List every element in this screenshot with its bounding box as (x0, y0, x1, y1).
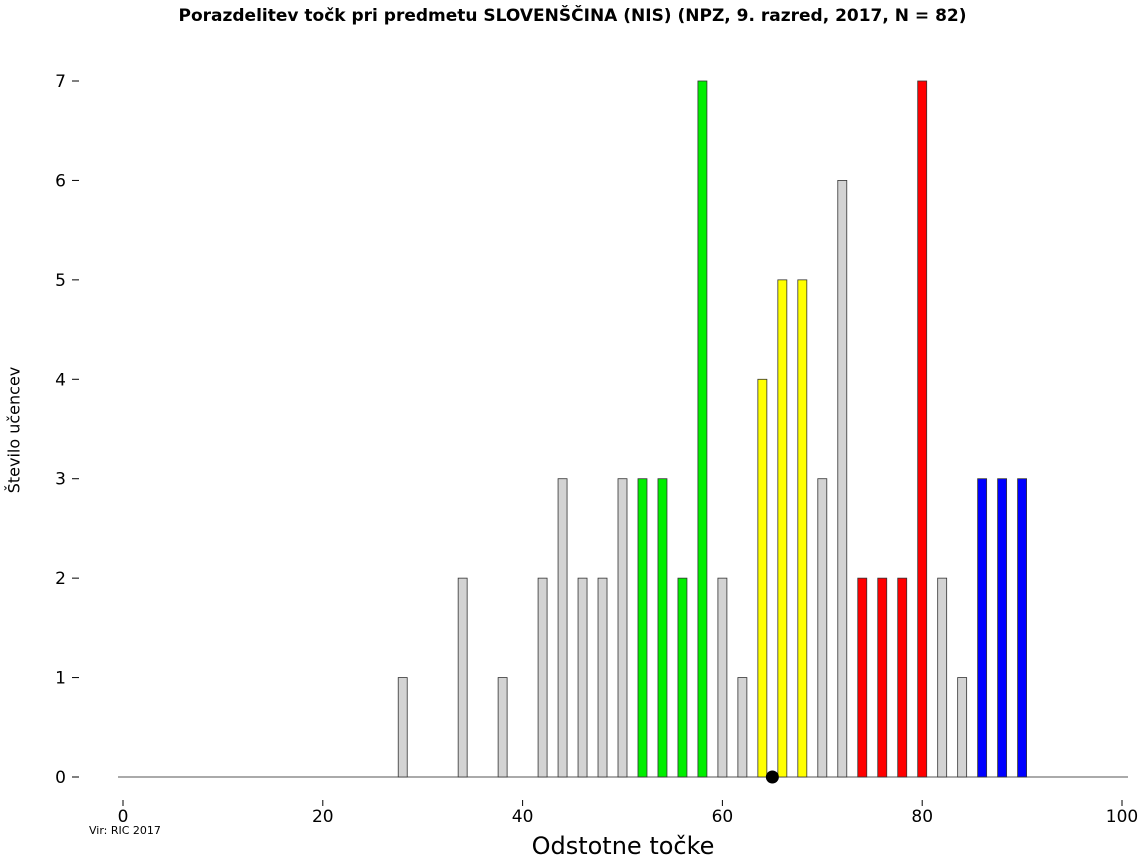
x-tick-label: 0 (118, 807, 129, 827)
bar (997, 478, 1008, 778)
x-axis-label: Odstotne točke (531, 832, 715, 860)
x-tick-label: 100 (1106, 807, 1138, 827)
x-tick-label: 80 (911, 807, 933, 827)
bar (497, 677, 508, 778)
markers (765, 770, 779, 784)
y-tick-label: 7 (55, 72, 66, 92)
mean-marker (765, 770, 779, 784)
bar (597, 577, 608, 778)
bar (457, 577, 468, 778)
y-tick-label: 4 (55, 370, 66, 390)
bar (1017, 478, 1027, 778)
bar (897, 577, 908, 778)
source-note: Vir: RIC 2017 (89, 824, 161, 837)
y-tick-label: 1 (55, 669, 66, 689)
bar (677, 577, 688, 778)
bar (737, 677, 748, 778)
bar (577, 577, 588, 778)
x-tick-label: 60 (712, 807, 734, 827)
bar (977, 478, 988, 778)
bar (817, 478, 828, 778)
bar (777, 279, 788, 778)
bar (717, 577, 728, 778)
bar (557, 478, 568, 778)
y-tick-label: 5 (55, 271, 66, 291)
bar (837, 180, 848, 778)
bar (637, 478, 648, 778)
x-tick-label: 20 (312, 807, 334, 827)
bar (797, 279, 808, 778)
y-tick-label: 3 (55, 470, 66, 490)
bar (397, 677, 408, 778)
bars (397, 80, 1027, 778)
bar (937, 577, 948, 778)
x-tick-label: 40 (512, 807, 534, 827)
y-tick-label: 2 (55, 569, 66, 589)
bar (857, 577, 868, 778)
y-tick-label: 0 (55, 768, 66, 788)
bar (757, 378, 768, 778)
bar (917, 80, 928, 778)
bar (697, 80, 708, 778)
bar (957, 677, 968, 778)
axes: 0 1 2 3 4 5 6 7 0 20 40 60 80 100 (55, 72, 1138, 827)
bar (537, 577, 548, 778)
bar (657, 478, 668, 778)
bar (877, 577, 888, 778)
y-tick-label: 6 (55, 171, 66, 191)
bar (617, 478, 628, 778)
chart-title: Porazdelitev točk pri predmetu SLOVENŠČI… (178, 6, 967, 26)
